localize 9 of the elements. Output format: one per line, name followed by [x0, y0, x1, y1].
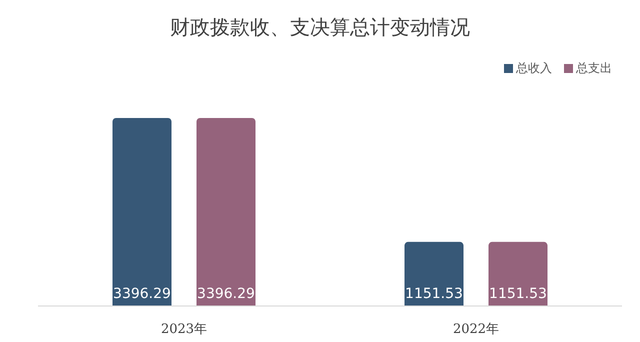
x-tick-label: 2023年 [160, 322, 208, 338]
legend-label: 总支出 [575, 60, 612, 77]
data-label: 3396.29 [197, 286, 255, 302]
legend-label: 总收入 [515, 60, 552, 77]
x-tick-label: 2022年 [452, 322, 500, 338]
data-label: 3396.29 [113, 286, 171, 302]
chart-title: 财政拨款收、支决算总计变动情况 [169, 14, 471, 41]
data-label: 1151.53 [489, 286, 547, 302]
data-label: 1151.53 [405, 286, 463, 302]
